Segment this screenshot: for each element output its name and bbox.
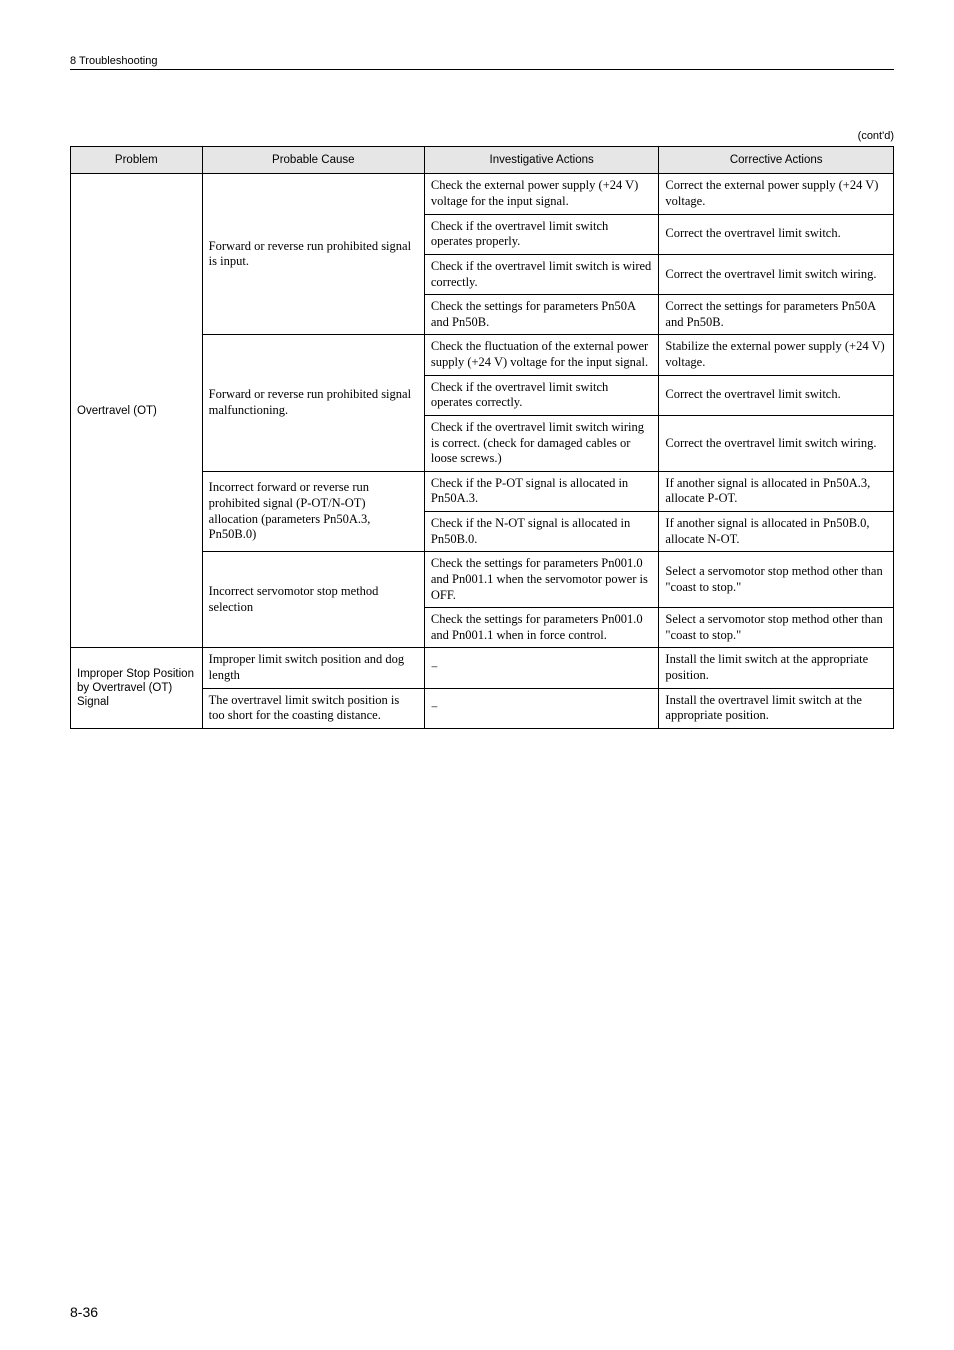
corr-cell: Correct the overtravel limit switch wiri… bbox=[659, 254, 894, 294]
invest-cell: Check the external power supply (+24 V) … bbox=[424, 174, 659, 214]
cause-cell: Incorrect servomotor stop method selecti… bbox=[202, 552, 424, 648]
invest-cell: − bbox=[424, 688, 659, 728]
invest-cell: Check the fluctuation of the external po… bbox=[424, 335, 659, 375]
cause-cell: Forward or reverse run prohibited signal… bbox=[202, 335, 424, 471]
corr-cell: Correct the overtravel limit switch. bbox=[659, 375, 894, 415]
col-header-cause: Probable Cause bbox=[202, 147, 424, 174]
corr-cell: If another signal is allocated in Pn50B.… bbox=[659, 512, 894, 552]
corr-cell: Select a servomotor stop method other th… bbox=[659, 608, 894, 648]
col-header-invest: Investigative Actions bbox=[424, 147, 659, 174]
cause-cell: The overtravel limit switch position is … bbox=[202, 688, 424, 728]
page-number: 8-36 bbox=[70, 1304, 98, 1320]
invest-cell: Check the settings for parameters Pn50A … bbox=[424, 295, 659, 335]
corr-cell: Correct the external power supply (+24 V… bbox=[659, 174, 894, 214]
troubleshooting-table: Problem Probable Cause Investigative Act… bbox=[70, 146, 894, 729]
problem-cell: Improper Stop Position by Overtravel (OT… bbox=[71, 648, 203, 729]
header-section-label: 8 Troubleshooting bbox=[70, 55, 894, 67]
cause-cell: Improper limit switch position and dog l… bbox=[202, 648, 424, 688]
cause-cell: Incorrect forward or reverse run prohibi… bbox=[202, 471, 424, 552]
corr-cell: Correct the overtravel limit switch. bbox=[659, 214, 894, 254]
cause-cell: Forward or reverse run prohibited signal… bbox=[202, 174, 424, 335]
table-row: Improper Stop Position by Overtravel (OT… bbox=[71, 648, 894, 688]
problem-cell: Overtravel (OT) bbox=[71, 174, 203, 648]
corr-cell: Correct the settings for parameters Pn50… bbox=[659, 295, 894, 335]
corr-cell: Stabilize the external power supply (+24… bbox=[659, 335, 894, 375]
corr-cell: Install the limit switch at the appropri… bbox=[659, 648, 894, 688]
table-header-row: Problem Probable Cause Investigative Act… bbox=[71, 147, 894, 174]
corr-cell: If another signal is allocated in Pn50A.… bbox=[659, 471, 894, 511]
table-row: Overtravel (OT) Forward or reverse run p… bbox=[71, 174, 894, 214]
invest-cell: Check if the N-OT signal is allocated in… bbox=[424, 512, 659, 552]
invest-cell: Check if the overtravel limit switch ope… bbox=[424, 214, 659, 254]
invest-cell: Check if the overtravel limit switch ope… bbox=[424, 375, 659, 415]
invest-cell: Check the settings for parameters Pn001.… bbox=[424, 552, 659, 608]
col-header-problem: Problem bbox=[71, 147, 203, 174]
corr-cell: Correct the overtravel limit switch wiri… bbox=[659, 415, 894, 471]
invest-cell: Check if the overtravel limit switch wir… bbox=[424, 415, 659, 471]
col-header-corr: Corrective Actions bbox=[659, 147, 894, 174]
header-rule bbox=[70, 69, 894, 70]
contd-label: (cont'd) bbox=[70, 130, 894, 142]
invest-cell: Check if the overtravel limit switch is … bbox=[424, 254, 659, 294]
corr-cell: Install the overtravel limit switch at t… bbox=[659, 688, 894, 728]
invest-cell: − bbox=[424, 648, 659, 688]
invest-cell: Check the settings for parameters Pn001.… bbox=[424, 608, 659, 648]
corr-cell: Select a servomotor stop method other th… bbox=[659, 552, 894, 608]
invest-cell: Check if the P-OT signal is allocated in… bbox=[424, 471, 659, 511]
